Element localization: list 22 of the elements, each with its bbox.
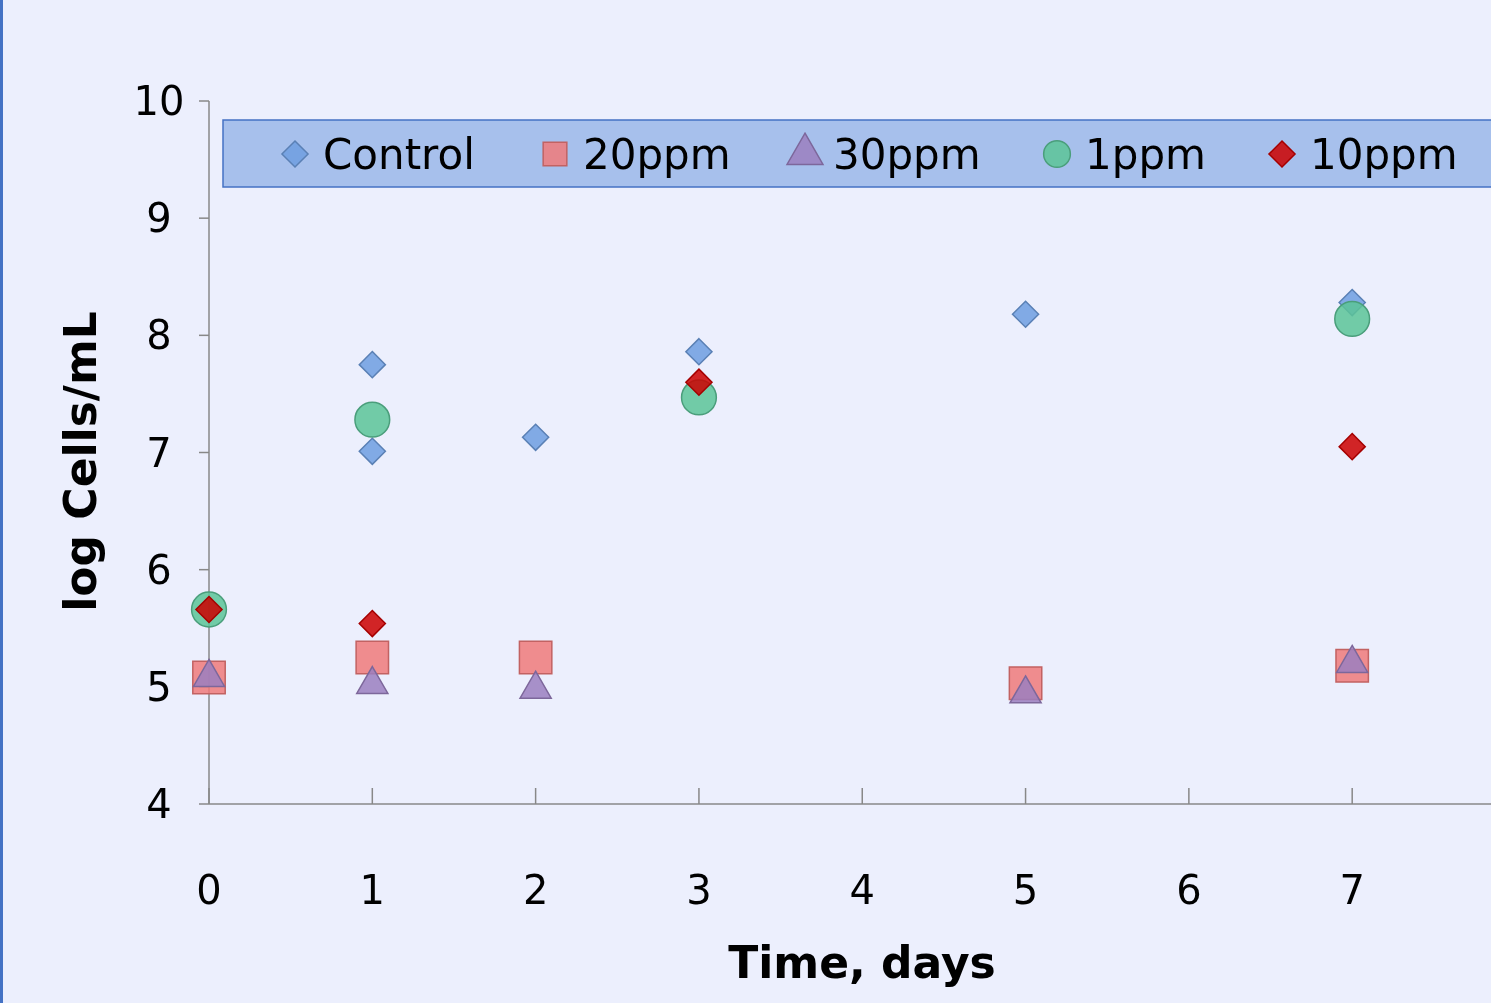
legend-label: 30ppm (833, 129, 981, 179)
y-tick-label: 5 (146, 663, 172, 710)
legend-label: Control (323, 129, 475, 179)
y-tick-label: 10 (133, 78, 185, 124)
y-tick-label: 6 (146, 546, 172, 593)
y-axis-title: log Cells/mL (55, 311, 106, 612)
x-tick-label: 1 (359, 867, 386, 913)
y-tick-label: 7 (146, 429, 172, 476)
y-tick-label: 9 (146, 195, 172, 242)
x-tick-label: 6 (1176, 867, 1202, 913)
x-tick-label: 0 (196, 867, 222, 913)
y-tick-label: 8 (146, 312, 172, 359)
x-tick-label: 5 (1012, 867, 1039, 913)
x-axis-title: Time, days (728, 937, 996, 988)
legend-label: 10ppm (1310, 129, 1458, 179)
legend-label: 1ppm (1085, 129, 1206, 179)
x-tick-label: 7 (1339, 867, 1365, 913)
x-tick-label: 2 (522, 867, 549, 913)
x-tick-label: 3 (686, 867, 712, 913)
y-tick-label: 4 (146, 781, 172, 827)
legend-label: 20ppm (583, 129, 731, 179)
x-tick-label: 4 (849, 867, 875, 913)
